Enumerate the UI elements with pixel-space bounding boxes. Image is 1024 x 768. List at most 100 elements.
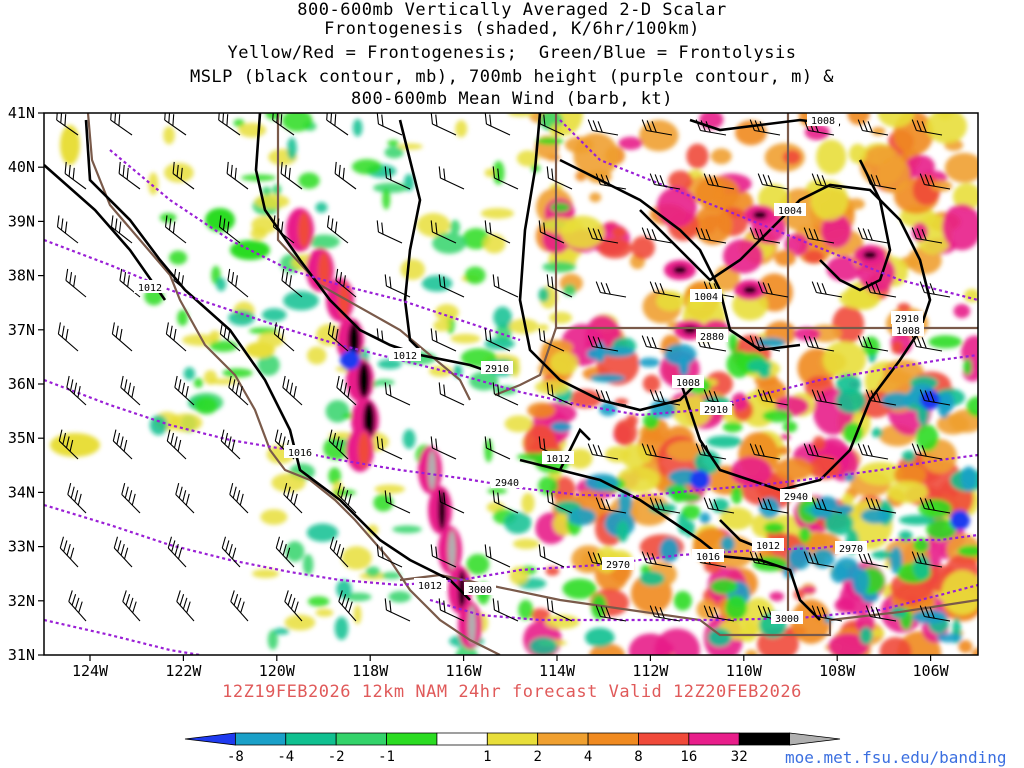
wind-barb	[538, 220, 565, 244]
wind-barb	[219, 322, 241, 352]
wind-barb	[175, 483, 195, 514]
wind-barb	[911, 551, 943, 568]
wind-barb	[803, 443, 835, 460]
wind-barb	[376, 113, 403, 136]
wind-barb	[919, 605, 951, 622]
colorbar-label: -8	[227, 749, 244, 765]
wind-barb	[641, 443, 673, 460]
wind-barb	[919, 389, 951, 406]
wind-barb	[492, 490, 519, 514]
colorbar-swatch	[638, 732, 690, 746]
credit-url[interactable]: moe.met.fsu.edu/banding	[785, 748, 1007, 767]
wind-barb	[335, 268, 357, 298]
wind-barb	[757, 281, 789, 298]
height-contour-label: 2970	[839, 544, 863, 555]
colorbar-label: 2	[533, 749, 541, 765]
wind-barb	[649, 389, 681, 406]
wind-barb	[113, 536, 133, 568]
wind-barb	[749, 119, 781, 136]
wind-barb	[865, 389, 897, 406]
wind-barb	[68, 590, 87, 622]
mslp-contour-label: 1004	[778, 206, 802, 217]
colorbar-swatch	[537, 732, 589, 746]
colorbar-swatch	[436, 732, 488, 746]
wind-barb	[587, 443, 619, 460]
wind-barb	[173, 268, 195, 298]
colorbar-label: 1	[483, 749, 491, 765]
title-line-4: MSLP (black contour, mb), 700mb height (…	[189, 67, 835, 87]
wind-barb	[492, 598, 519, 622]
wind-barb	[111, 322, 133, 352]
lon-tick-label: 116W	[446, 662, 483, 680]
wind-barb	[749, 551, 781, 568]
mslp-contour-label: 1012	[546, 454, 570, 465]
wind-barb	[803, 227, 835, 244]
wind-barb	[595, 173, 627, 190]
lon-tick-label: 114W	[539, 662, 576, 680]
contour-labels: 1008 1004 1004 1012 1008 1008 1012 1016 1016 1012…	[134, 113, 924, 625]
wind-barb	[695, 227, 727, 244]
wind-barb	[595, 281, 627, 298]
colorbar-label: -1	[378, 749, 395, 765]
wind-barb	[165, 322, 187, 352]
wind-barb	[538, 544, 565, 568]
wind-barb	[587, 119, 619, 136]
wind-barb	[695, 443, 727, 460]
mslp-contour-label: 1016	[288, 448, 312, 459]
mslp-contour-label: 1008	[811, 116, 835, 127]
wind-barb	[283, 483, 303, 514]
wind-barb	[328, 429, 349, 460]
wind-barb	[803, 551, 835, 568]
wind-barb	[430, 544, 457, 568]
wind-barb	[803, 335, 835, 352]
wind-barb	[121, 483, 141, 514]
colorbar-swatch	[587, 732, 639, 746]
wind-barb	[703, 173, 735, 190]
wind-barb	[227, 268, 249, 298]
wind-barb	[67, 483, 87, 514]
wind-barb	[757, 389, 789, 406]
title-line-2: Frontogenesis (shaded, K/6hr/100km)	[324, 19, 700, 39]
title-line-1: 800-600mb Vertically Averaged 2-D Scalar	[297, 0, 727, 20]
wind-barb	[857, 227, 889, 244]
latitude-axis: 41N 40N 39N 38N 37N 36N 35N 34N 33N 32N 31N	[8, 104, 44, 664]
wind-barb	[282, 375, 303, 406]
wind-barb	[226, 161, 249, 190]
height-contour-label: 2940	[784, 492, 808, 503]
wind-barb	[538, 113, 565, 136]
wind-barb	[166, 429, 187, 460]
wind-barb	[438, 598, 465, 622]
lat-tick-label: 41N	[8, 104, 35, 122]
wind-barb	[484, 544, 511, 568]
wind-barb	[811, 173, 843, 190]
wind-barb	[911, 335, 943, 352]
wind-barb	[811, 605, 843, 622]
mslp-contour-label: 1012	[138, 283, 162, 294]
wind-barb	[384, 274, 411, 298]
wind-barb	[57, 322, 79, 352]
wind-barb	[546, 274, 573, 298]
lat-tick-label: 33N	[8, 538, 35, 556]
wind-barb	[695, 119, 727, 136]
wind-barb	[919, 173, 951, 190]
wind-barb	[749, 227, 781, 244]
wind-barb	[484, 220, 511, 244]
wind-barb	[857, 335, 889, 352]
lon-tick-label: 124W	[72, 662, 109, 680]
longitude-axis: 124W 122W 120W 118W 116W 114W 112W 110W 108W 106W	[72, 655, 950, 680]
wind-barb	[164, 215, 187, 244]
wind-barb	[384, 166, 411, 190]
wind-barb	[641, 551, 673, 568]
lat-tick-label: 34N	[8, 483, 35, 501]
wind-barb	[65, 268, 87, 298]
lat-tick-label: 31N	[8, 646, 35, 664]
colorbar-swatch	[386, 732, 438, 746]
wind-barb	[376, 220, 403, 244]
colorbar-swatch	[335, 732, 387, 746]
wind-barb	[492, 382, 519, 406]
wind-barb	[430, 220, 457, 244]
wind-barb	[857, 443, 889, 460]
wind-barb	[218, 113, 241, 136]
wind-barb	[538, 328, 565, 352]
